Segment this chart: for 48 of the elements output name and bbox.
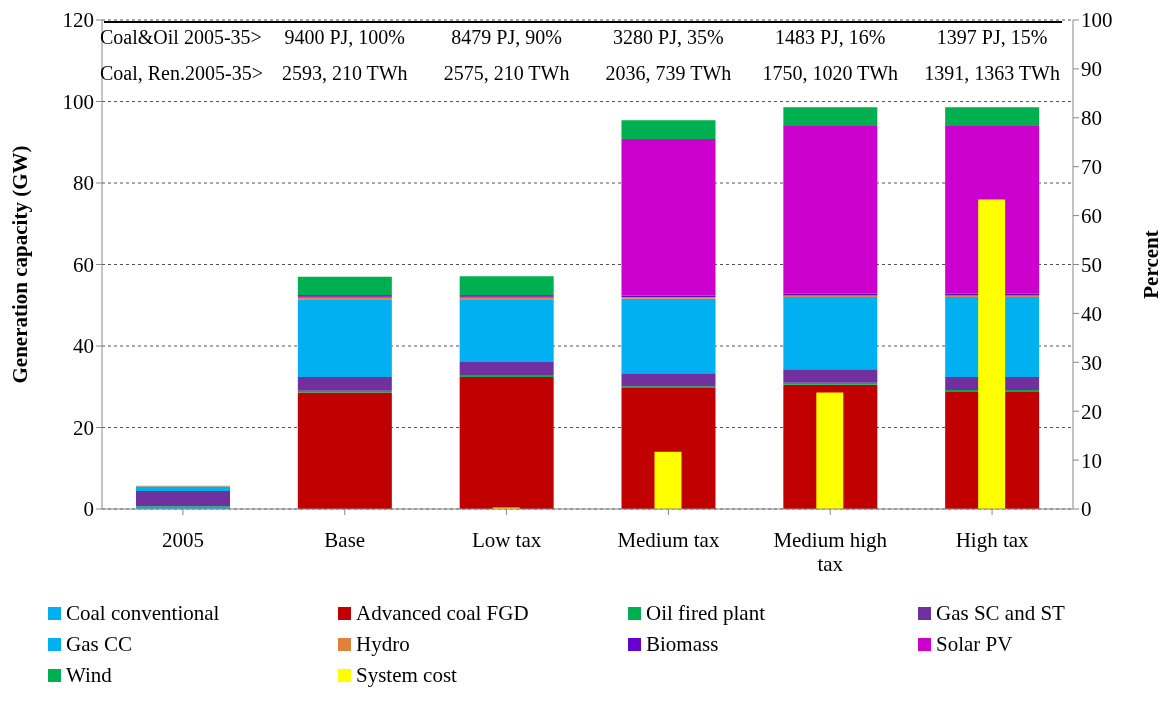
x-tick-label: Low tax [471, 528, 542, 552]
legend-label: Coal conventional [66, 601, 220, 626]
annotation: 3280 PJ, 35% [613, 26, 724, 49]
annotation: 1397 PJ, 15% [936, 26, 1048, 49]
y2-tick-label: 80 [1081, 106, 1102, 131]
x-tick-label: Medium tax [617, 528, 720, 552]
y2-tick-label: 30 [1081, 350, 1102, 375]
annotation: Coal&Oil 2005-35> [100, 26, 262, 49]
annotation: 1391, 1363 TWh [924, 62, 1060, 85]
legend-label: Solar PV [936, 632, 1013, 657]
y-tick-label: 80 [73, 171, 94, 196]
annotation: Coal, Ren.2005-35> [100, 62, 263, 85]
y2-tick-label: 70 [1081, 155, 1102, 180]
legend-label: Gas CC [66, 632, 132, 657]
legend-label: Gas SC and ST [936, 601, 1065, 626]
annotation: 2575, 210 TWh [443, 62, 570, 85]
y-tick-label: 100 [62, 89, 94, 114]
legend-label: Oil fired plant [646, 601, 765, 626]
x-tick-label: High tax [955, 528, 1030, 552]
y-axis-title: Generation capacity (GW) [8, 145, 33, 384]
annotation: 8479 PJ, 90% [451, 26, 562, 49]
y-tick-label: 60 [73, 252, 94, 277]
y2-tick-label: 90 [1081, 57, 1102, 82]
y2-tick-label: 20 [1081, 399, 1102, 424]
y2-tick-label: 40 [1081, 301, 1102, 326]
legend-label: Wind [66, 663, 112, 688]
y-tick-label: 20 [73, 415, 94, 440]
legend-label: Biomass [646, 632, 719, 657]
annotation: 2036, 739 TWh [605, 62, 732, 85]
y-tick-label: 120 [62, 8, 94, 33]
y-tick-label: 0 [83, 497, 94, 522]
annotation: 2593, 210 TWh [281, 62, 408, 85]
annotation: 1483 PJ, 16% [774, 26, 886, 49]
y2-tick-label: 10 [1081, 448, 1102, 473]
y2-tick-label: 0 [1081, 497, 1092, 522]
legend-label: Advanced coal FGD [356, 601, 529, 626]
y2-tick-label: 50 [1081, 252, 1102, 277]
x-tick-label: Base [324, 528, 366, 552]
annotation: 1750, 1020 TWh [762, 62, 899, 85]
legend-label: Hydro [356, 632, 410, 657]
y-tick-label: 40 [73, 334, 94, 359]
y2-tick-label: 60 [1081, 204, 1102, 229]
y2-axis-title: Percent [1139, 230, 1164, 299]
legend-label: System cost [356, 663, 457, 688]
x-tick-label: 2005 [161, 528, 204, 552]
y2-tick-label: 100 [1081, 8, 1113, 33]
x-tick-label: Medium high tax [773, 528, 888, 576]
annotation: 9400 PJ, 100% [284, 26, 406, 49]
